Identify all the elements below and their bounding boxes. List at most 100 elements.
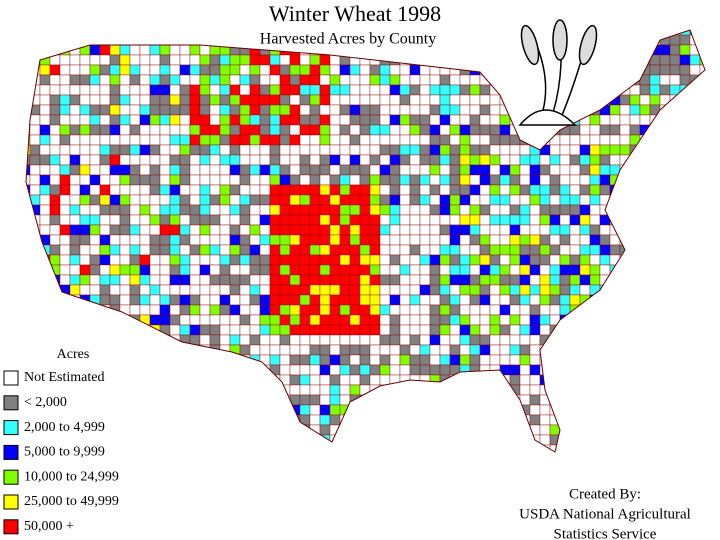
county [629, 134, 641, 146]
county [239, 254, 251, 266]
county [339, 104, 351, 116]
county [109, 104, 121, 116]
county [39, 30, 51, 36]
county [439, 34, 451, 46]
county [649, 414, 661, 426]
county [169, 244, 181, 256]
county [499, 414, 511, 426]
county [279, 334, 291, 346]
county [329, 264, 341, 276]
county [159, 184, 171, 196]
county [269, 134, 281, 146]
county [49, 44, 61, 56]
county [169, 384, 181, 396]
county [229, 354, 241, 366]
county [379, 124, 391, 136]
county [539, 144, 551, 156]
county [49, 64, 61, 76]
county [459, 344, 471, 356]
county [589, 274, 601, 286]
county [429, 144, 441, 156]
county [349, 334, 361, 346]
county [379, 274, 391, 286]
county [369, 334, 381, 346]
county [399, 434, 411, 446]
county [169, 94, 181, 106]
county [459, 294, 471, 306]
county [189, 94, 201, 106]
county [409, 114, 421, 126]
county [499, 394, 511, 406]
county [129, 54, 141, 66]
county [629, 294, 641, 306]
county [489, 154, 501, 166]
county [239, 64, 251, 76]
county [599, 354, 611, 366]
county [459, 324, 471, 336]
county [519, 104, 531, 116]
county [129, 234, 141, 246]
county [299, 284, 311, 296]
county [289, 124, 301, 136]
county [489, 254, 501, 266]
county [459, 134, 471, 146]
county [409, 414, 421, 426]
county [449, 434, 461, 446]
legend-swatch [3, 519, 19, 535]
county [99, 284, 111, 296]
county [639, 154, 651, 166]
county [669, 294, 681, 306]
county [49, 284, 61, 296]
county [599, 444, 611, 452]
county [449, 184, 461, 196]
county [379, 254, 391, 266]
county [409, 124, 421, 136]
county [659, 314, 671, 326]
county [509, 84, 521, 96]
county [569, 354, 581, 366]
county [269, 284, 281, 296]
county [319, 284, 331, 296]
county [329, 74, 341, 86]
county [640, 455, 650, 465]
county [620, 455, 630, 465]
county [679, 254, 691, 266]
county [539, 274, 551, 286]
county [279, 64, 291, 76]
county [509, 94, 521, 106]
county [349, 294, 361, 306]
county [559, 324, 571, 336]
county [39, 104, 51, 116]
county [89, 194, 101, 206]
county [369, 114, 381, 126]
county [29, 124, 41, 136]
county [459, 34, 471, 46]
county [419, 274, 431, 286]
county [279, 94, 291, 106]
county [269, 164, 281, 176]
county [289, 64, 301, 76]
county [289, 94, 301, 106]
county [269, 414, 281, 426]
county [479, 214, 491, 226]
county [299, 164, 311, 176]
county [609, 334, 621, 346]
county [119, 204, 131, 216]
county [579, 424, 591, 436]
county [530, 455, 540, 465]
county [429, 124, 441, 136]
county [409, 154, 421, 166]
county [409, 224, 421, 236]
county [579, 254, 591, 266]
county [229, 124, 241, 136]
county [179, 104, 191, 116]
county [329, 354, 341, 366]
county [539, 44, 551, 56]
county [599, 124, 611, 136]
county [409, 254, 421, 266]
county [459, 74, 471, 86]
county [249, 434, 261, 446]
county [609, 424, 621, 436]
county [79, 174, 91, 186]
